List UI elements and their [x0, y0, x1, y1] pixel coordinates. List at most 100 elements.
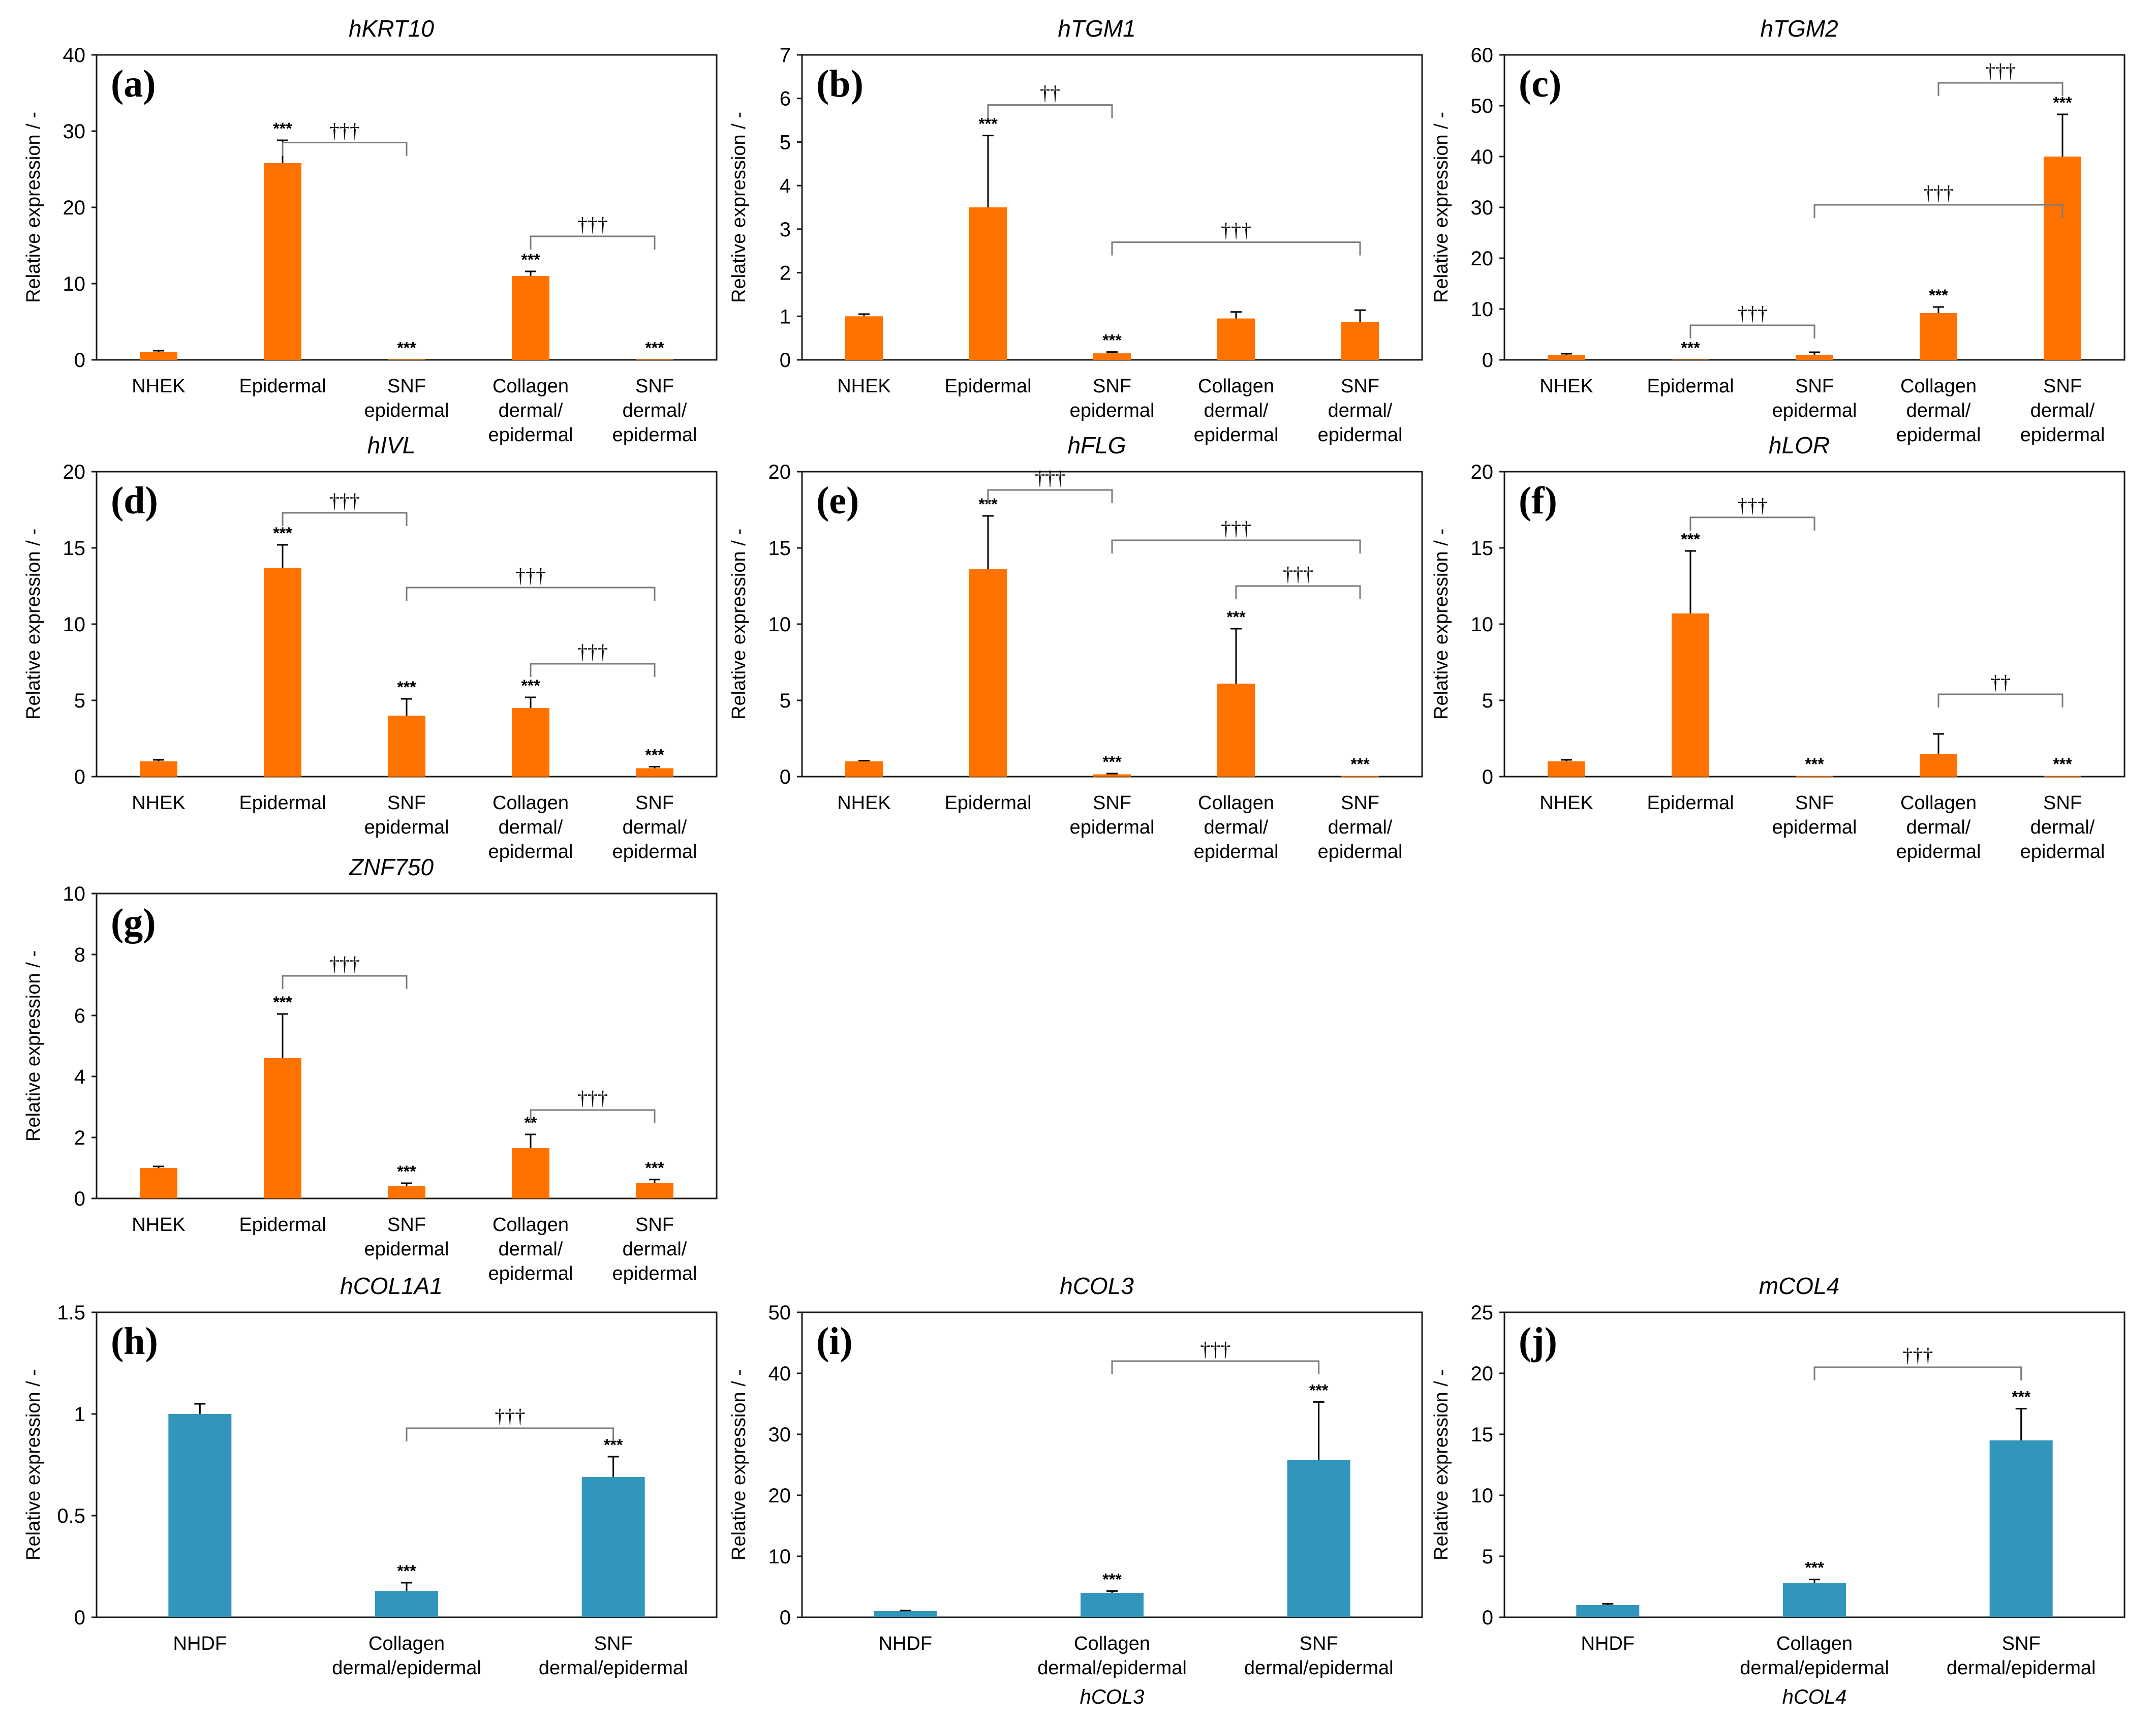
chart-title-j: mCOL4 — [1759, 1273, 1839, 1299]
chart-title-f: hLOR — [1769, 432, 1830, 458]
significance-stars: *** — [1102, 331, 1122, 350]
y-tick-label: 20 — [768, 461, 791, 483]
category-label: NHEK — [132, 376, 186, 397]
category-label: NHEK — [132, 1214, 186, 1236]
bar-j-2 — [1989, 1440, 2053, 1617]
category-label: epidermal — [364, 1239, 449, 1260]
dagger-mark: ††† — [329, 119, 360, 142]
x-axis-caption: hCOL4 — [1782, 1686, 1847, 1708]
significance-stars: *** — [1102, 1570, 1122, 1588]
comparison-bracket — [1689, 324, 1815, 338]
plot-frame-e — [801, 471, 1423, 778]
bar-a-3 — [512, 276, 549, 360]
bar-g-0 — [140, 1168, 177, 1198]
y-tick-label: 0 — [74, 1607, 85, 1629]
y-tick-label: 3 — [780, 219, 791, 241]
category-label: Collagen — [1198, 376, 1274, 397]
category-label: SNF — [2043, 792, 2082, 814]
category-label: epidermal — [612, 1263, 697, 1284]
y-tick-label: 1 — [780, 305, 791, 328]
category-label: Collagen — [492, 376, 569, 397]
bar-e-3 — [1217, 684, 1255, 777]
bar-a-1 — [264, 163, 301, 360]
y-tick-label: 20 — [1471, 248, 1494, 270]
category-label: epidermal — [1070, 817, 1155, 838]
panel-g: ZNF750 (g) 0 2 4 6 8 10 Relative expression / - N… — [23, 854, 718, 1284]
category-label: Collagen — [492, 792, 569, 814]
y-tick-label: 0 — [74, 766, 85, 788]
category-label: SNF — [635, 376, 674, 397]
y-axis-label: Relative expression / - — [23, 950, 44, 1142]
y-tick-label: 4 — [780, 175, 791, 197]
bar-d-2 — [388, 716, 425, 777]
y-tick-label: 30 — [63, 120, 86, 143]
dagger-mark: ††† — [1200, 1338, 1230, 1361]
y-tick-label: 20 — [63, 197, 86, 219]
panel-f: hLOR (f) 0 5 10 15 20 Relative expression / - NH… — [1431, 432, 2126, 863]
category-label: dermal/epidermal — [539, 1657, 688, 1679]
category-label: Collagen — [1074, 1633, 1150, 1654]
comparison-bracket — [1111, 1360, 1320, 1374]
category-label: Collagen — [1900, 376, 1977, 397]
bar-d-3 — [512, 708, 549, 777]
category-label: dermal/epidermal — [332, 1657, 481, 1679]
comparison-bracket — [282, 142, 408, 156]
significance-stars: *** — [397, 338, 416, 357]
y-tick-label: 6 — [74, 1005, 85, 1027]
chart-title-g: ZNF750 — [349, 854, 434, 880]
y-tick-label: 0 — [780, 766, 791, 788]
panel-label-a: (a) — [111, 63, 156, 105]
comparison-bracket — [406, 587, 656, 601]
y-tick-label: 50 — [1471, 95, 1494, 117]
category-label: epidermal — [364, 400, 449, 421]
dagger-mark: ††† — [1902, 1344, 1933, 1367]
bar-c-0 — [1548, 355, 1585, 360]
bar-d-0 — [140, 761, 177, 777]
category-label: epidermal — [1318, 424, 1403, 446]
bar-c-4 — [2044, 157, 2081, 360]
category-label: Epidermal — [1647, 792, 1734, 814]
bar-b-3 — [1217, 318, 1255, 360]
comparison-bracket — [530, 1109, 656, 1123]
category-label: epidermal — [2020, 841, 2105, 863]
category-label: dermal/ — [2030, 400, 2095, 421]
significance-stars: *** — [521, 251, 540, 269]
significance-stars: *** — [397, 1562, 416, 1580]
comparison-bracket — [1937, 82, 2063, 96]
significance-stars: *** — [273, 524, 292, 542]
dagger-mark: ††† — [329, 952, 360, 975]
category-label: epidermal — [1896, 841, 1981, 863]
y-axis-label: Relative expression / - — [728, 529, 750, 720]
category-label: SNF — [594, 1633, 633, 1654]
category-label: SNF — [1341, 792, 1379, 814]
panel-c: hTGM2 (c) 0 10 20 30 40 50 60 Relative expression… — [1431, 15, 2126, 446]
category-label: Collagen — [492, 1214, 569, 1236]
chart-title-b: hTGM1 — [1058, 15, 1135, 42]
y-axis-label: Relative expression / - — [1431, 112, 1452, 303]
comparison-bracket — [530, 663, 656, 677]
category-label: dermal/ — [1204, 817, 1269, 838]
panel-label-h: (h) — [111, 1320, 158, 1363]
bar-i-1 — [1081, 1593, 1144, 1617]
y-tick-label: 15 — [1471, 1424, 1494, 1446]
y-tick-label: 0 — [780, 1607, 791, 1629]
y-tick-label: 2 — [74, 1127, 85, 1149]
bar-e-4 — [1341, 776, 1379, 777]
category-label: epidermal — [488, 424, 573, 446]
category-label: epidermal — [612, 424, 697, 446]
category-label: epidermal — [1772, 400, 1857, 421]
y-tick-label: 30 — [768, 1424, 791, 1446]
y-tick-label: 40 — [63, 44, 86, 67]
category-label: SNF — [635, 792, 674, 814]
category-label: Epidermal — [239, 376, 326, 397]
y-tick-label: 5 — [780, 131, 791, 153]
category-label: SNF — [635, 1214, 674, 1236]
chart-title-c: hTGM2 — [1760, 15, 1838, 42]
y-axis-label: Relative expression / - — [1431, 529, 1452, 720]
bar-g-1 — [264, 1058, 301, 1198]
y-axis-label: Relative expression / - — [728, 112, 750, 303]
category-label: Epidermal — [1647, 376, 1734, 397]
y-tick-label: 10 — [63, 613, 86, 636]
y-tick-label: 40 — [1471, 146, 1494, 168]
